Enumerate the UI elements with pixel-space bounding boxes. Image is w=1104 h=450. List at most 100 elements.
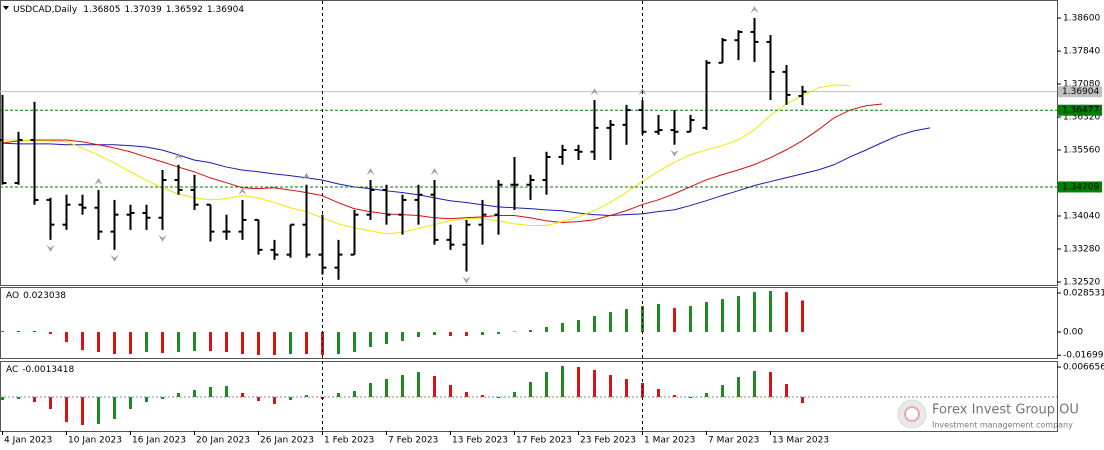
histogram-bar: [625, 379, 628, 398]
histogram-bar: [49, 397, 52, 410]
histogram-bar: [97, 397, 100, 425]
histogram-bar: [641, 382, 644, 398]
y-tick-label: 1.32520: [1063, 277, 1100, 287]
x-tick-label: 1 Feb 2023: [324, 436, 374, 446]
histogram-bar: [465, 332, 468, 336]
histogram-bar: [81, 397, 84, 425]
x-tick-label: 7 Feb 2023: [388, 436, 438, 446]
histogram-bar: [609, 375, 612, 398]
x-tick-label: 20 Jan 2023: [196, 436, 250, 446]
histogram-bar: [689, 397, 692, 399]
alligator-line: [1, 103, 883, 223]
fractal-down: [670, 149, 679, 157]
histogram-bar: [401, 332, 404, 342]
histogram-bar: [449, 332, 452, 336]
histogram-bar: [577, 367, 580, 398]
x-tick-label: 1 Mar 2023: [644, 436, 695, 446]
histogram-bar: [65, 332, 68, 342]
histogram-bar: [673, 308, 676, 333]
histogram-bar: [113, 397, 116, 420]
histogram-bar: [497, 397, 500, 399]
fractal-down: [158, 234, 167, 242]
y-tick-label: 0.00: [1063, 328, 1083, 338]
x-tick-label: 13 Feb 2023: [452, 436, 508, 446]
ao-header: AO 0.023038: [6, 291, 66, 301]
histogram-bar: [177, 332, 180, 352]
y-tick-label: 1.34040: [1063, 211, 1100, 221]
histogram-bar: [17, 397, 20, 399]
histogram-bar: [401, 375, 404, 398]
y-tick-label: 1.35560: [1063, 146, 1100, 156]
y-tick-label: 0.006656: [1063, 363, 1104, 373]
histogram-bar: [785, 292, 788, 333]
histogram-bar: [129, 332, 132, 355]
histogram-bar: [433, 332, 436, 336]
ac-value: -0.0013418: [22, 365, 74, 375]
histogram-bar: [449, 385, 452, 398]
x-tick-label: 7 Mar 2023: [708, 436, 759, 446]
histogram-bar: [417, 372, 420, 398]
histogram-bar: [785, 384, 788, 398]
histogram-bar: [497, 332, 500, 335]
histogram-bar: [273, 332, 276, 355]
ac-plot: [0, 366, 1057, 425]
symbol-menu-icon[interactable]: [3, 6, 9, 10]
alligator-line: [1, 127, 931, 217]
histogram-bar: [65, 397, 68, 423]
y-tick-label: 1.36320: [1063, 113, 1100, 123]
histogram-bar: [353, 332, 356, 352]
open-value: 1.36805: [83, 5, 120, 15]
histogram-bar: [177, 393, 180, 398]
histogram-bar: [257, 332, 260, 355]
histogram-bar: [305, 332, 308, 355]
level-box: [1058, 104, 1102, 116]
histogram-bar: [529, 382, 532, 398]
histogram-bar: [561, 366, 564, 398]
logo-inner: [904, 406, 920, 422]
histogram-bar: [545, 326, 548, 333]
histogram-bar: [17, 331, 20, 333]
histogram-bar: [513, 392, 516, 398]
histogram-bar: [257, 397, 260, 402]
histogram-bar: [769, 372, 772, 398]
histogram-bar: [705, 302, 708, 333]
y-tick-label: 1.37080: [1063, 80, 1100, 90]
histogram-bar: [353, 391, 356, 398]
watermark-title: Forex Invest Group OU: [932, 403, 1079, 418]
watermark-subtitle: Investment management company: [932, 421, 1073, 430]
histogram-bar: [193, 390, 196, 398]
histogram-bar: [433, 376, 436, 398]
ac-header: AC -0.0013418: [6, 365, 74, 375]
histogram-bar: [753, 371, 756, 398]
histogram-bar: [193, 332, 196, 352]
high-value: 1.37039: [124, 5, 161, 15]
histogram-bar: [33, 331, 36, 333]
histogram-bar: [161, 397, 164, 399]
histogram-bar: [369, 382, 372, 398]
histogram-bar: [721, 299, 724, 333]
histogram-bar: [289, 332, 292, 355]
ao-title: AO: [6, 291, 19, 301]
histogram-bar: [689, 306, 692, 333]
histogram-bar: [145, 397, 148, 403]
histogram-bar: [737, 296, 740, 333]
histogram-bar: [145, 332, 148, 352]
histogram-bar: [417, 332, 420, 338]
price-label: 1.36904: [1062, 87, 1099, 97]
histogram-bar: [305, 395, 308, 398]
histogram-bar: [753, 292, 756, 333]
main-panel: [0, 0, 1058, 286]
low-value: 1.36592: [166, 5, 203, 15]
watermark: Forex Invest Group OU Investment managem…: [897, 399, 1079, 430]
histogram-bar: [705, 393, 708, 398]
symbol-header: USDCAD,Daily 1.36805 1.37039 1.36592 1.36904: [13, 5, 244, 15]
level-label: 1.36477: [1062, 106, 1099, 116]
histogram-bar: [33, 397, 36, 403]
histogram-bar: [513, 331, 516, 333]
ac-panel: [0, 361, 1058, 432]
histogram-bar: [769, 291, 772, 333]
histogram-bar: [337, 393, 340, 398]
y-tick-label: 0.028531: [1063, 289, 1104, 299]
y-tick-label: 1.37840: [1063, 47, 1100, 57]
